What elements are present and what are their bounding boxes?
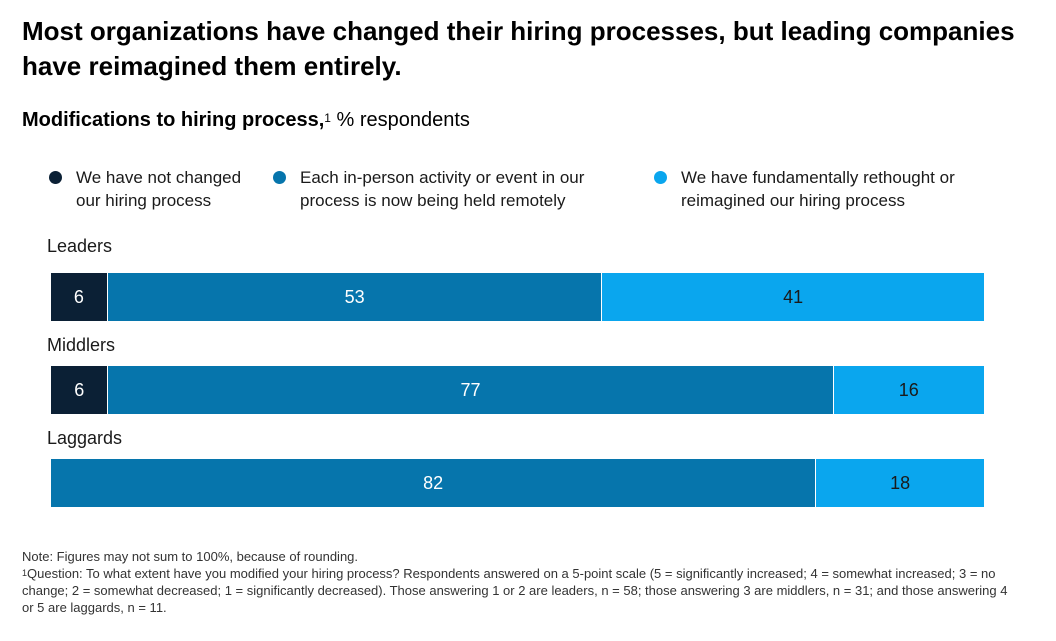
legend-dot-remote [273, 171, 286, 184]
row-label-leaders: Leaders [47, 236, 113, 256]
legend-item-reimagined: We have fundamentally rethought or reima… [654, 166, 955, 212]
footnote-text: Question: To what extent have you modifi… [22, 566, 1008, 615]
bar-row-leaders: 6 53 41 [51, 273, 984, 321]
footnote-marker: 1 [324, 111, 331, 125]
chart-title: Most organizations have changed their hi… [22, 16, 1015, 81]
question-footnote: 1Question: To what extent have you modif… [22, 565, 1012, 616]
data-label-middlers-remote: 77 [460, 379, 481, 400]
legend-label-not-changed: We have not changed our hiring process [76, 168, 242, 210]
legend-dot-reimagined [654, 171, 667, 184]
bar-row-middlers: 6 77 16 [51, 366, 984, 414]
legend-label-remote: Each in-person activity or event in our … [300, 168, 585, 210]
legend-dot-not-changed [49, 171, 62, 184]
bar-leaders-remote: 53 [106, 273, 602, 321]
bar-leaders-reimagined: 41 [601, 273, 984, 321]
subtitle-bold: Modifications to hiring process, [22, 109, 325, 131]
chart-subtitle: Modifications to hiring process,1 % resp… [22, 107, 470, 133]
bar-middlers-reimagined: 16 [832, 366, 984, 414]
data-label-leaders-remote: 53 [344, 286, 365, 307]
footnotes: Note: Figures may not sum to 100%, becau… [22, 548, 1012, 616]
legend-item-not-changed: We have not changed our hiring process [49, 166, 241, 212]
bar-row-laggards: 82 18 [51, 459, 984, 507]
bar-leaders-not-changed: 6 [51, 273, 107, 321]
data-label-middlers-not-changed: 6 [74, 379, 85, 400]
bar-laggards-reimagined: 18 [815, 459, 984, 507]
bar-laggards-remote: 82 [51, 459, 816, 507]
rounding-note: Note: Figures may not sum to 100%, becau… [22, 549, 359, 564]
data-label-middlers-reimagined: 16 [898, 379, 919, 400]
data-label-leaders-not-changed: 6 [73, 286, 84, 307]
legend-item-remote: Each in-person activity or event in our … [273, 166, 584, 212]
row-label-middlers: Middlers [47, 335, 116, 355]
legend-label-reimagined: We have fundamentally rethought or reima… [681, 168, 955, 210]
bar-middlers-remote: 77 [107, 366, 833, 414]
data-label-laggards-reimagined: 18 [890, 472, 911, 493]
data-label-leaders-reimagined: 41 [783, 286, 804, 307]
data-label-laggards-remote: 82 [423, 472, 444, 493]
subtitle-unit: % respondents [330, 109, 470, 131]
row-label-laggards: Laggards [47, 428, 123, 448]
bar-middlers-not-changed: 6 [51, 366, 108, 414]
footnote-number: 1 [22, 568, 28, 578]
